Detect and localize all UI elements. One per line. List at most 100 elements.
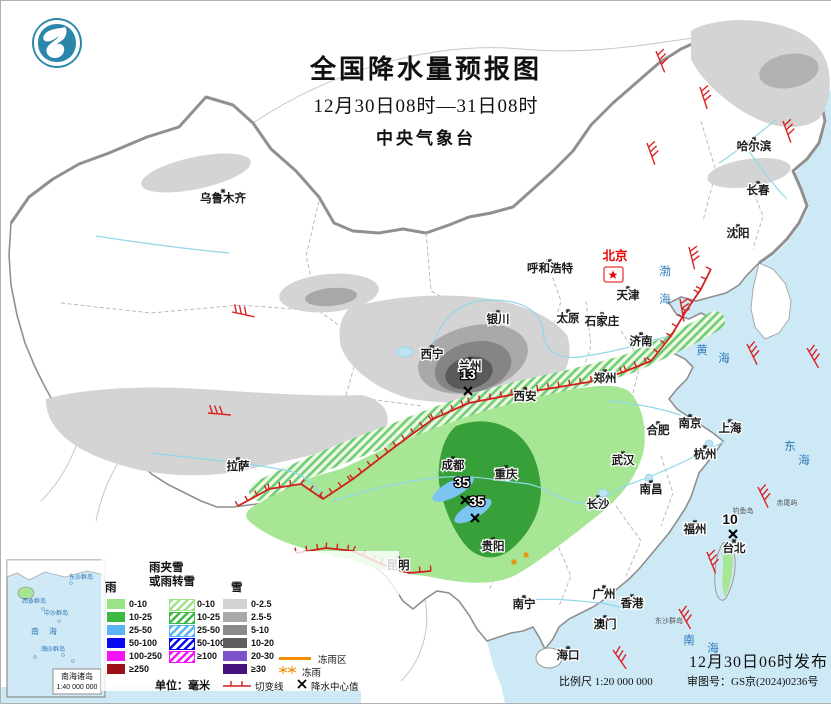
city-label: 乌鲁木齐 bbox=[200, 191, 246, 205]
city-label: 福州 bbox=[683, 522, 707, 536]
legend-snow-swatch bbox=[223, 599, 247, 609]
freezing-rain-icon bbox=[511, 559, 517, 565]
legend-sleet-range-label: 0-10 bbox=[197, 599, 215, 609]
sea-label: 海 bbox=[798, 453, 810, 467]
approval-number: 审图号：GS京(2024)0236号 bbox=[687, 673, 818, 689]
sea-label: 南 bbox=[683, 633, 695, 647]
city-label: 海口 bbox=[557, 648, 580, 662]
legend-rain-swatch bbox=[107, 664, 125, 674]
precip-center-value: 13 bbox=[460, 366, 476, 382]
center-value-icon bbox=[297, 679, 307, 689]
cma-logo-icon bbox=[29, 15, 85, 71]
inset-island-label: 中沙群岛 bbox=[44, 609, 68, 617]
inset-island-label: 南沙群岛 bbox=[41, 645, 65, 653]
city-label: 太原 bbox=[556, 311, 580, 325]
legend-rain-swatch bbox=[107, 625, 125, 635]
city-label: 西宁 bbox=[421, 347, 444, 361]
legend-sleet-range-label: 50-100 bbox=[197, 638, 225, 648]
freezing-area-line-icon bbox=[279, 657, 311, 660]
center-value-label: 降水中心值 bbox=[311, 679, 359, 693]
city-label: 天津 bbox=[617, 288, 640, 302]
freezing-rain-icon bbox=[279, 665, 297, 675]
inset-title: 南海诸岛 bbox=[61, 671, 93, 681]
shear-line-tick bbox=[537, 385, 538, 390]
shear-line-tick bbox=[580, 378, 581, 383]
sea-label: 东 bbox=[784, 440, 796, 453]
legend-rain-swatch bbox=[107, 599, 125, 609]
legend-snow-title: 雪 bbox=[231, 579, 243, 595]
city-label: 济南 bbox=[630, 334, 653, 348]
legend-sleet-swatch bbox=[169, 612, 195, 624]
city-label: 合肥 bbox=[647, 423, 670, 437]
city-label: 石家庄 bbox=[584, 314, 620, 328]
legend-sleet-range-label: 25-50 bbox=[197, 625, 220, 635]
legend-snow-range-label: 5-10 bbox=[251, 625, 269, 635]
legend-sleet-swatch bbox=[169, 651, 195, 663]
city-label: 拉萨 bbox=[227, 459, 250, 473]
shear-line-tick bbox=[317, 544, 318, 549]
legend-sleet-swatch bbox=[169, 599, 195, 611]
legend-rain-swatch bbox=[107, 651, 125, 661]
agency-name: 中央气象台 bbox=[231, 124, 621, 149]
precip-center-value: 35 bbox=[454, 474, 470, 490]
shear-line-tick bbox=[569, 380, 570, 385]
shear-line-tick bbox=[279, 482, 280, 487]
shear-line-icon bbox=[223, 679, 251, 689]
city-label: 南京 bbox=[679, 416, 702, 430]
city-label: 成都 bbox=[442, 458, 465, 472]
legend-snow-swatch bbox=[223, 612, 247, 622]
legend-rain-swatch bbox=[107, 638, 125, 648]
city-label: 南宁 bbox=[513, 597, 536, 611]
legend-rain-swatch bbox=[107, 612, 125, 622]
legend-sleet-title-2: 或雨转雪 bbox=[149, 573, 195, 589]
city-label: 澳门 bbox=[594, 617, 617, 631]
legend-snow-range-label: 2.5-5 bbox=[251, 612, 272, 622]
inset-scale: 1:40 000 000 bbox=[57, 684, 98, 691]
legend-snow-swatch bbox=[223, 638, 247, 648]
shear-line-tick bbox=[290, 480, 291, 485]
inset-sea-label: 南 海 bbox=[31, 626, 61, 636]
inset-island-label: 西沙群岛 bbox=[22, 597, 46, 605]
sea-label: 海 bbox=[659, 292, 671, 306]
legend-rain-range-label: 100-250 bbox=[129, 651, 162, 661]
legend-rain-range-label: 10-25 bbox=[129, 612, 152, 622]
cma-logo bbox=[29, 15, 85, 76]
city-label: 哈尔滨 bbox=[737, 139, 772, 153]
city-label: 广州 bbox=[593, 587, 616, 601]
legend-snow-range-label: 10-20 bbox=[251, 638, 274, 648]
legend-rain-range-label: ≥250 bbox=[129, 664, 149, 674]
city-label: 银川 bbox=[487, 312, 510, 326]
city-label: 长春 bbox=[747, 183, 770, 197]
issue-time: 12月30日06时发布 bbox=[633, 648, 828, 672]
city-label: 台北 bbox=[723, 541, 746, 555]
precip-center-value: 35 bbox=[469, 493, 485, 509]
freezing-area-label: 冻雨区 bbox=[318, 652, 347, 666]
legend-panel: 雨 雨夹雪 或雨转雪 雪 单位：毫米 冻雨区 冻雨 切变线 降水中心值 0-10… bbox=[97, 553, 397, 701]
city-label: 上海 bbox=[719, 421, 742, 435]
sea-label: 渤 bbox=[659, 265, 671, 278]
sea-label: 海 bbox=[718, 351, 730, 365]
legend-snow-swatch bbox=[223, 664, 247, 674]
city-label: 杭州 bbox=[694, 447, 717, 461]
legend-snow-range-label: 20-30 bbox=[251, 651, 274, 661]
precip-center-value: 10 bbox=[722, 511, 738, 527]
capital-label: 北京 bbox=[602, 248, 628, 263]
city-label: 香港 bbox=[620, 596, 644, 610]
shear-line-tick bbox=[268, 484, 269, 489]
freezing-rain-label: 冻雨 bbox=[302, 665, 321, 679]
city-label: 西安 bbox=[514, 389, 537, 403]
legend-snow-swatch bbox=[223, 625, 247, 635]
legend-rain-range-label: 25-50 bbox=[129, 625, 152, 635]
city-label: 武汉 bbox=[612, 453, 635, 467]
city-label: 贵阳 bbox=[482, 539, 505, 553]
legend-rain-title: 雨 bbox=[105, 579, 117, 595]
valid-period: 12月30日08时—31日08时 bbox=[231, 91, 621, 118]
legend-unit: 单位：毫米 bbox=[155, 677, 210, 693]
shear-line-tick bbox=[558, 382, 559, 387]
shear-line-tick bbox=[337, 544, 338, 549]
island-label: 赤尾屿 bbox=[777, 498, 798, 507]
legend-sleet-range-label: 10-25 bbox=[197, 612, 220, 622]
legend-sleet-range-label: ≥100 bbox=[197, 651, 217, 661]
